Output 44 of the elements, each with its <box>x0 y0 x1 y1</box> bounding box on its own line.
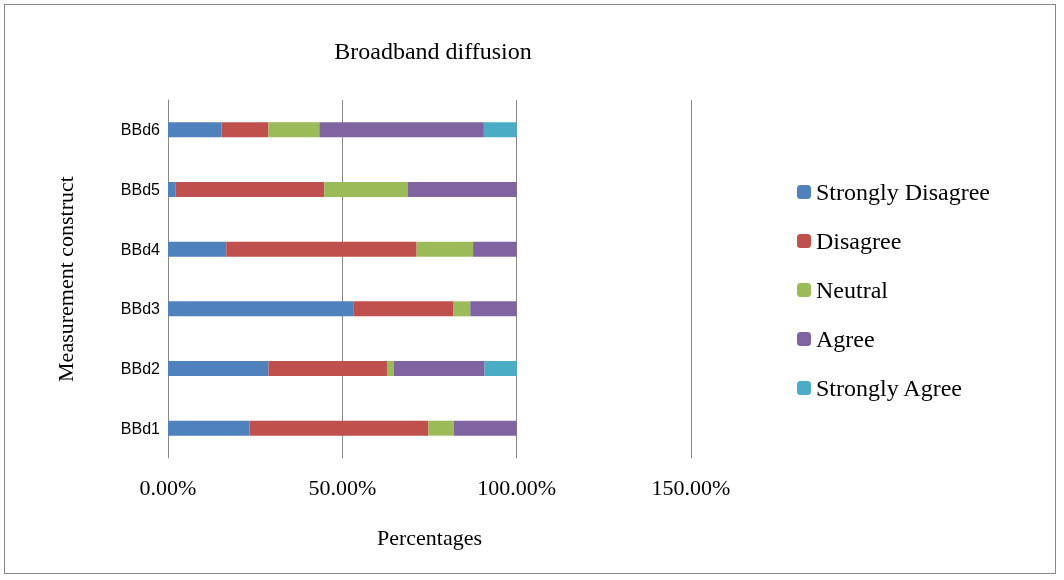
bar <box>428 420 454 436</box>
bar <box>386 361 394 376</box>
bar <box>484 361 517 376</box>
bar <box>453 301 471 317</box>
bar <box>168 361 269 376</box>
legend-label: Strongly Disagree <box>816 179 990 205</box>
bar <box>416 241 474 257</box>
x-tick-label: 150.00% <box>651 474 731 500</box>
legend-label: Disagree <box>816 228 902 254</box>
y-axis-title: Measurement construct <box>52 176 78 382</box>
bar <box>168 301 354 317</box>
y-tick-label: BBd4 <box>120 240 161 258</box>
bar <box>483 122 517 138</box>
bar <box>249 420 429 436</box>
x-tick-label: 50.00% <box>308 474 377 500</box>
x-tick-label: 100.00% <box>477 474 557 500</box>
bar <box>407 182 517 197</box>
x-axis-title: Percentages <box>376 524 483 550</box>
chart-title: Broadband diffusion <box>334 38 532 64</box>
bar <box>168 122 222 138</box>
bar <box>226 241 417 257</box>
bar <box>453 420 517 436</box>
y-tick-label: BBd2 <box>120 360 161 377</box>
bar <box>168 182 176 197</box>
legend-label: Neutral <box>816 277 889 303</box>
y-tick-label: BBd1 <box>120 419 161 437</box>
bar <box>268 122 320 138</box>
bar <box>168 420 250 436</box>
legend-label: Agree <box>816 326 875 352</box>
bar <box>470 301 517 317</box>
bar <box>353 301 454 317</box>
legend-label: Strongly Agree <box>816 375 962 401</box>
bar <box>175 182 325 197</box>
bar <box>324 182 408 197</box>
bar <box>168 241 227 257</box>
y-tick-label: BBd3 <box>120 300 161 318</box>
bar <box>221 122 269 138</box>
bar <box>268 361 387 376</box>
bar <box>319 122 484 138</box>
y-tick-label: BBd5 <box>120 181 161 198</box>
bar <box>473 241 517 257</box>
bar <box>393 361 485 376</box>
x-tick-label: 0.00% <box>139 474 197 500</box>
y-tick-label: BBd6 <box>120 121 161 139</box>
